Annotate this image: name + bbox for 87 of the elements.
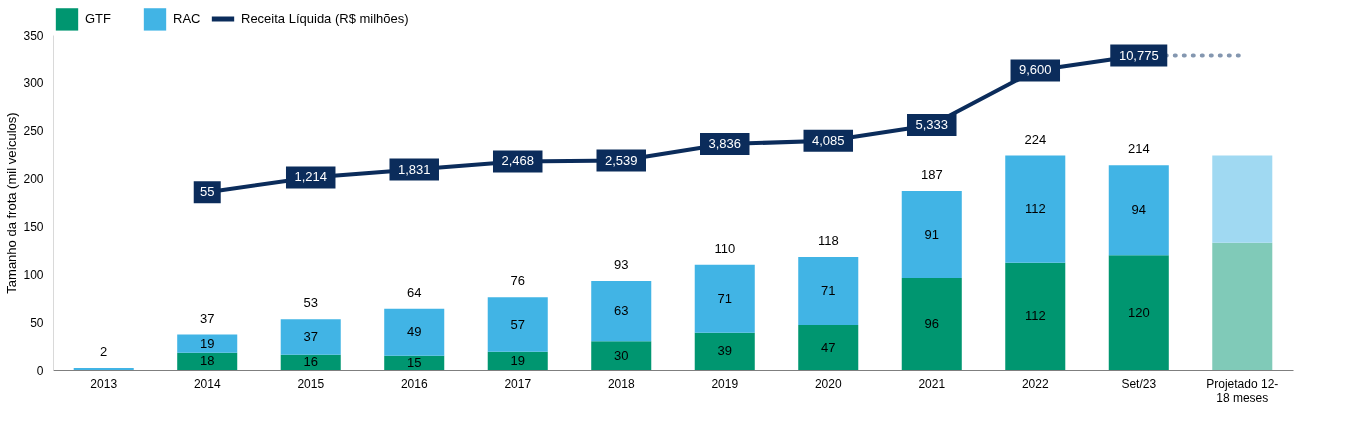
- x-tick-label: 2016: [400, 376, 428, 391]
- data-label: 71: [821, 283, 836, 299]
- bar: [901, 278, 962, 370]
- data-label: 112: [1024, 201, 1046, 217]
- data-label: 30: [614, 347, 629, 363]
- y-axis-title: Tamanho da frota (mil veículos): [4, 112, 20, 294]
- bar: [901, 191, 962, 279]
- data-label: 94: [1131, 202, 1147, 218]
- data-label: 47: [821, 339, 836, 355]
- x-tick-label: 2020: [814, 376, 842, 391]
- data-label: 37: [303, 328, 318, 344]
- total-label: 118: [817, 233, 839, 249]
- data-label: 1,831: [397, 161, 431, 177]
- data-label: 4,085: [811, 132, 845, 148]
- data-label: 3,836: [708, 136, 742, 152]
- bar: [487, 297, 548, 352]
- y-tick-label: 300: [23, 76, 44, 91]
- bar: [1212, 242, 1273, 370]
- x-tick-label: Projetado 12-18 meses: [1206, 376, 1279, 405]
- data-label: 1,214: [294, 169, 327, 185]
- total-label: 214: [1127, 141, 1150, 157]
- data-label: 63: [614, 303, 629, 319]
- data-label: 2,539: [604, 152, 638, 168]
- bar: [177, 352, 238, 370]
- bar: [1108, 165, 1169, 256]
- data-label: 91: [924, 226, 939, 242]
- bar: [1108, 255, 1169, 370]
- bar: [591, 280, 652, 342]
- x-tick-label: 2017: [504, 376, 532, 391]
- data-label: 9,600: [1019, 62, 1052, 78]
- data-label: 19: [510, 352, 525, 368]
- legend-label: RAC: [173, 11, 201, 27]
- legend-label: Receita Líquida (R$ milhões): [241, 11, 409, 26]
- data-label: 5,333: [915, 116, 949, 132]
- total-label: 76: [510, 273, 525, 289]
- data-label: 2,468: [501, 153, 535, 169]
- y-tick-label: 250: [23, 124, 44, 139]
- bar: [384, 355, 445, 370]
- x-tick-label: 2019: [711, 376, 739, 391]
- data-label: 57: [510, 316, 525, 332]
- bar: [1005, 155, 1066, 263]
- bar: [1212, 155, 1273, 243]
- x-tick-label: 2022: [1021, 376, 1049, 391]
- data-label: 19: [199, 335, 215, 351]
- total-label: 187: [920, 167, 943, 183]
- y-tick-label: 100: [23, 267, 44, 282]
- x-tick-label: 2021: [918, 376, 946, 391]
- x-tick-label: 2015: [297, 376, 325, 391]
- bar: [280, 319, 341, 355]
- total-label: 224: [1024, 131, 1047, 147]
- x-tick-label: 2014: [193, 376, 221, 391]
- y-tick-label: 150: [23, 219, 44, 234]
- data-label: 96: [924, 316, 939, 332]
- y-tick-label: 350: [23, 28, 44, 43]
- bar: [1005, 262, 1066, 370]
- data-label: 10,775: [1118, 47, 1159, 63]
- data-label: 71: [717, 290, 732, 306]
- total-label: 110: [714, 240, 736, 256]
- x-tick-label: Set/23: [1121, 376, 1157, 391]
- x-tick-label: 2018: [607, 376, 635, 391]
- legend-label: GTF: [85, 11, 112, 27]
- y-tick-label: 50: [30, 315, 44, 330]
- bar: [591, 341, 652, 370]
- data-label: 49: [407, 324, 422, 340]
- bar: [694, 332, 755, 370]
- bar: [384, 308, 445, 356]
- bar: [798, 325, 859, 370]
- bar: [487, 351, 548, 370]
- bar: [798, 257, 859, 326]
- x-tick-label: 2013: [90, 376, 118, 391]
- data-label: 39: [717, 343, 732, 359]
- bar: [280, 354, 341, 370]
- y-tick-label: 200: [23, 172, 44, 187]
- bar: [694, 264, 755, 333]
- data-label: 55: [199, 184, 215, 200]
- total-label: 37: [199, 310, 215, 326]
- total-label: 53: [303, 295, 318, 311]
- total-label: 64: [407, 284, 422, 300]
- bar: [177, 334, 238, 353]
- data-label: 120: [1127, 304, 1150, 320]
- y-tick-label: 0: [36, 363, 44, 378]
- data-label: 16: [303, 354, 318, 370]
- total-label: 93: [614, 256, 629, 272]
- data-label: 15: [407, 354, 422, 370]
- total-label: 2: [100, 344, 108, 360]
- data-label: 18: [199, 353, 215, 369]
- data-label: 112: [1024, 308, 1046, 324]
